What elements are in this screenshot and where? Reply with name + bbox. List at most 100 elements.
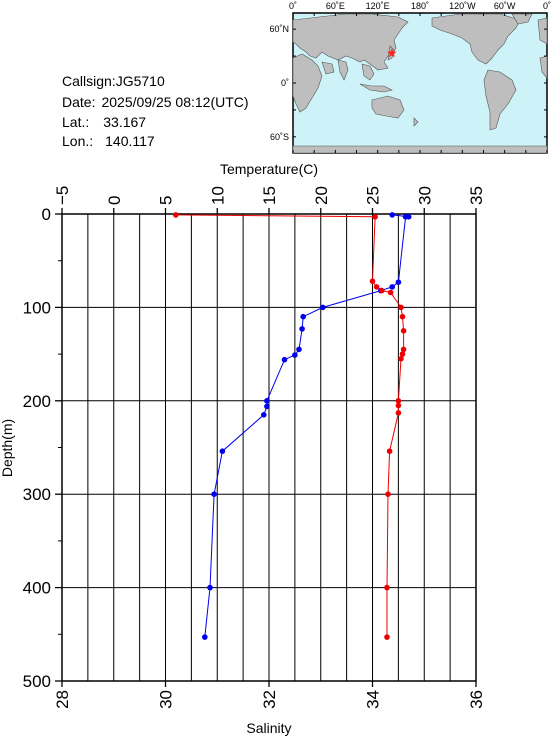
temperature-data-point xyxy=(300,313,307,320)
land-indonesia xyxy=(359,83,393,93)
callsign-line: Callsign:JG5710 xyxy=(62,73,165,89)
date-line: Date: 2025/09/25 08:12(UTC) xyxy=(62,94,249,110)
salinity-data-point xyxy=(384,634,390,640)
temperature-tick-label: 15 xyxy=(260,186,279,205)
lon-label: Lon.: xyxy=(62,133,94,149)
temperature-data-point xyxy=(389,212,396,218)
depth-tick-label: 500 xyxy=(23,672,51,691)
map-lon-tick-label: 0˚ xyxy=(543,1,551,11)
depth-tick-label: 100 xyxy=(23,298,51,317)
station-marker-star xyxy=(387,48,397,58)
callsign-label: Callsign: xyxy=(62,73,116,89)
temperature-data-point xyxy=(320,304,326,311)
salinity-profile-line xyxy=(175,214,405,638)
temperature-data-point xyxy=(211,491,217,498)
salinity-data-point xyxy=(398,356,404,362)
salinity-data-point xyxy=(386,448,393,455)
salinity-tick-label: 32 xyxy=(260,690,279,709)
salinity-tick-label: 28 xyxy=(53,690,72,709)
temperature-data-point xyxy=(395,279,402,286)
salinity-data-point xyxy=(400,346,407,353)
depth-tick-label: 0 xyxy=(42,205,51,224)
land-europe-west-edge xyxy=(537,17,548,45)
salinity-data-point xyxy=(395,410,402,416)
temperature-data-point xyxy=(264,398,270,404)
temperature-data-point xyxy=(299,326,305,332)
land-arabia xyxy=(321,61,335,75)
temperature-data-point xyxy=(219,448,226,455)
chart-grid xyxy=(61,213,477,682)
map-lon-tick-label: 120˚W xyxy=(449,1,476,11)
salinity-tick-label: 30 xyxy=(157,690,176,709)
depth-tick-label: 300 xyxy=(23,485,51,504)
temperature-data-point xyxy=(202,634,208,640)
temperature-data-point xyxy=(292,352,298,358)
lat-label: Lat.: xyxy=(62,114,90,130)
salinity-data-point xyxy=(387,289,394,296)
land-india xyxy=(337,59,349,81)
map-lon-tick-label: 0˚ xyxy=(289,1,297,11)
land-africa-west-edge xyxy=(539,55,548,79)
series-points xyxy=(173,212,412,640)
temperature-tick-label: 25 xyxy=(364,186,383,205)
map-lat-tick-label: 0˚ xyxy=(281,78,289,88)
temperature-axis-label: Temperature(C) xyxy=(220,161,318,177)
salinity-data-point xyxy=(173,212,179,218)
date-label: Date: xyxy=(62,94,96,110)
temperature-data-point xyxy=(264,403,270,410)
map-lat-tick-label: 60˚S xyxy=(270,132,289,142)
land-south-america xyxy=(483,69,517,131)
land-australia xyxy=(371,95,405,119)
depth-tick-label: 200 xyxy=(23,392,51,411)
series-lines xyxy=(175,214,409,638)
depth-axis-label: Depth(m) xyxy=(0,419,15,477)
temperature-tick-label: 30 xyxy=(415,186,434,205)
salinity-data-point xyxy=(372,214,378,220)
salinity-data-point xyxy=(373,284,380,290)
land-seasia xyxy=(361,63,375,81)
salinity-data-point xyxy=(399,351,406,357)
salinity-data-point xyxy=(400,328,407,334)
land-eurasia xyxy=(292,13,409,71)
land-africa xyxy=(292,53,323,113)
lat-value: 33.167 xyxy=(103,114,147,130)
depth-tick-label: 400 xyxy=(23,579,51,598)
salinity-tick-label: 34 xyxy=(364,690,383,709)
temperature-profile-line xyxy=(204,214,409,638)
temperature-tick-label: 5 xyxy=(157,196,176,205)
temperature-data-point xyxy=(296,346,302,353)
map-lon-tick-label: 180˚ xyxy=(411,1,429,11)
salinity-tick-label: 36 xyxy=(467,690,486,709)
land-newzealand xyxy=(413,117,419,127)
salinity-data-point xyxy=(398,304,404,311)
date-value: 2025/09/25 08:12(UTC) xyxy=(101,94,249,110)
temperature-tick-label: 20 xyxy=(312,186,331,205)
temperature-data-point xyxy=(281,356,288,363)
lat-line: Lat.: 33.167 xyxy=(62,114,146,130)
lon-value: 140.117 xyxy=(105,133,155,149)
temperature-tick-label: −5 xyxy=(53,186,72,205)
map-lon-tick-label: 60˚W xyxy=(494,1,516,11)
salinity-data-point xyxy=(369,278,376,285)
salinity-data-point xyxy=(385,491,391,498)
temperature-tick-label: 35 xyxy=(467,186,486,205)
map-lat-tick-label: 60˚N xyxy=(269,24,289,34)
salinity-data-point xyxy=(399,313,406,320)
temperature-data-point xyxy=(207,584,213,591)
salinity-data-point xyxy=(379,287,385,294)
lon-line: Lon.: 140.117 xyxy=(62,133,155,149)
temperature-data-point xyxy=(261,412,267,418)
world-map: 0˚ 60˚E 120˚E 180˚ 120˚W 60˚W 0˚ 60˚N 0˚ 60˚S xyxy=(269,1,551,154)
salinity-axis-label: Salinity xyxy=(246,720,291,736)
map-lon-tick-label: 120˚E xyxy=(366,1,390,11)
temperature-tick-label: 10 xyxy=(208,186,227,205)
salinity-data-point xyxy=(395,402,402,409)
salinity-data-point xyxy=(395,398,402,404)
temperature-tick-label: 0 xyxy=(105,196,124,205)
salinity-data-point xyxy=(384,584,390,591)
temperature-data-point xyxy=(389,284,396,290)
map-lon-tick-label: 60˚E xyxy=(326,1,345,11)
